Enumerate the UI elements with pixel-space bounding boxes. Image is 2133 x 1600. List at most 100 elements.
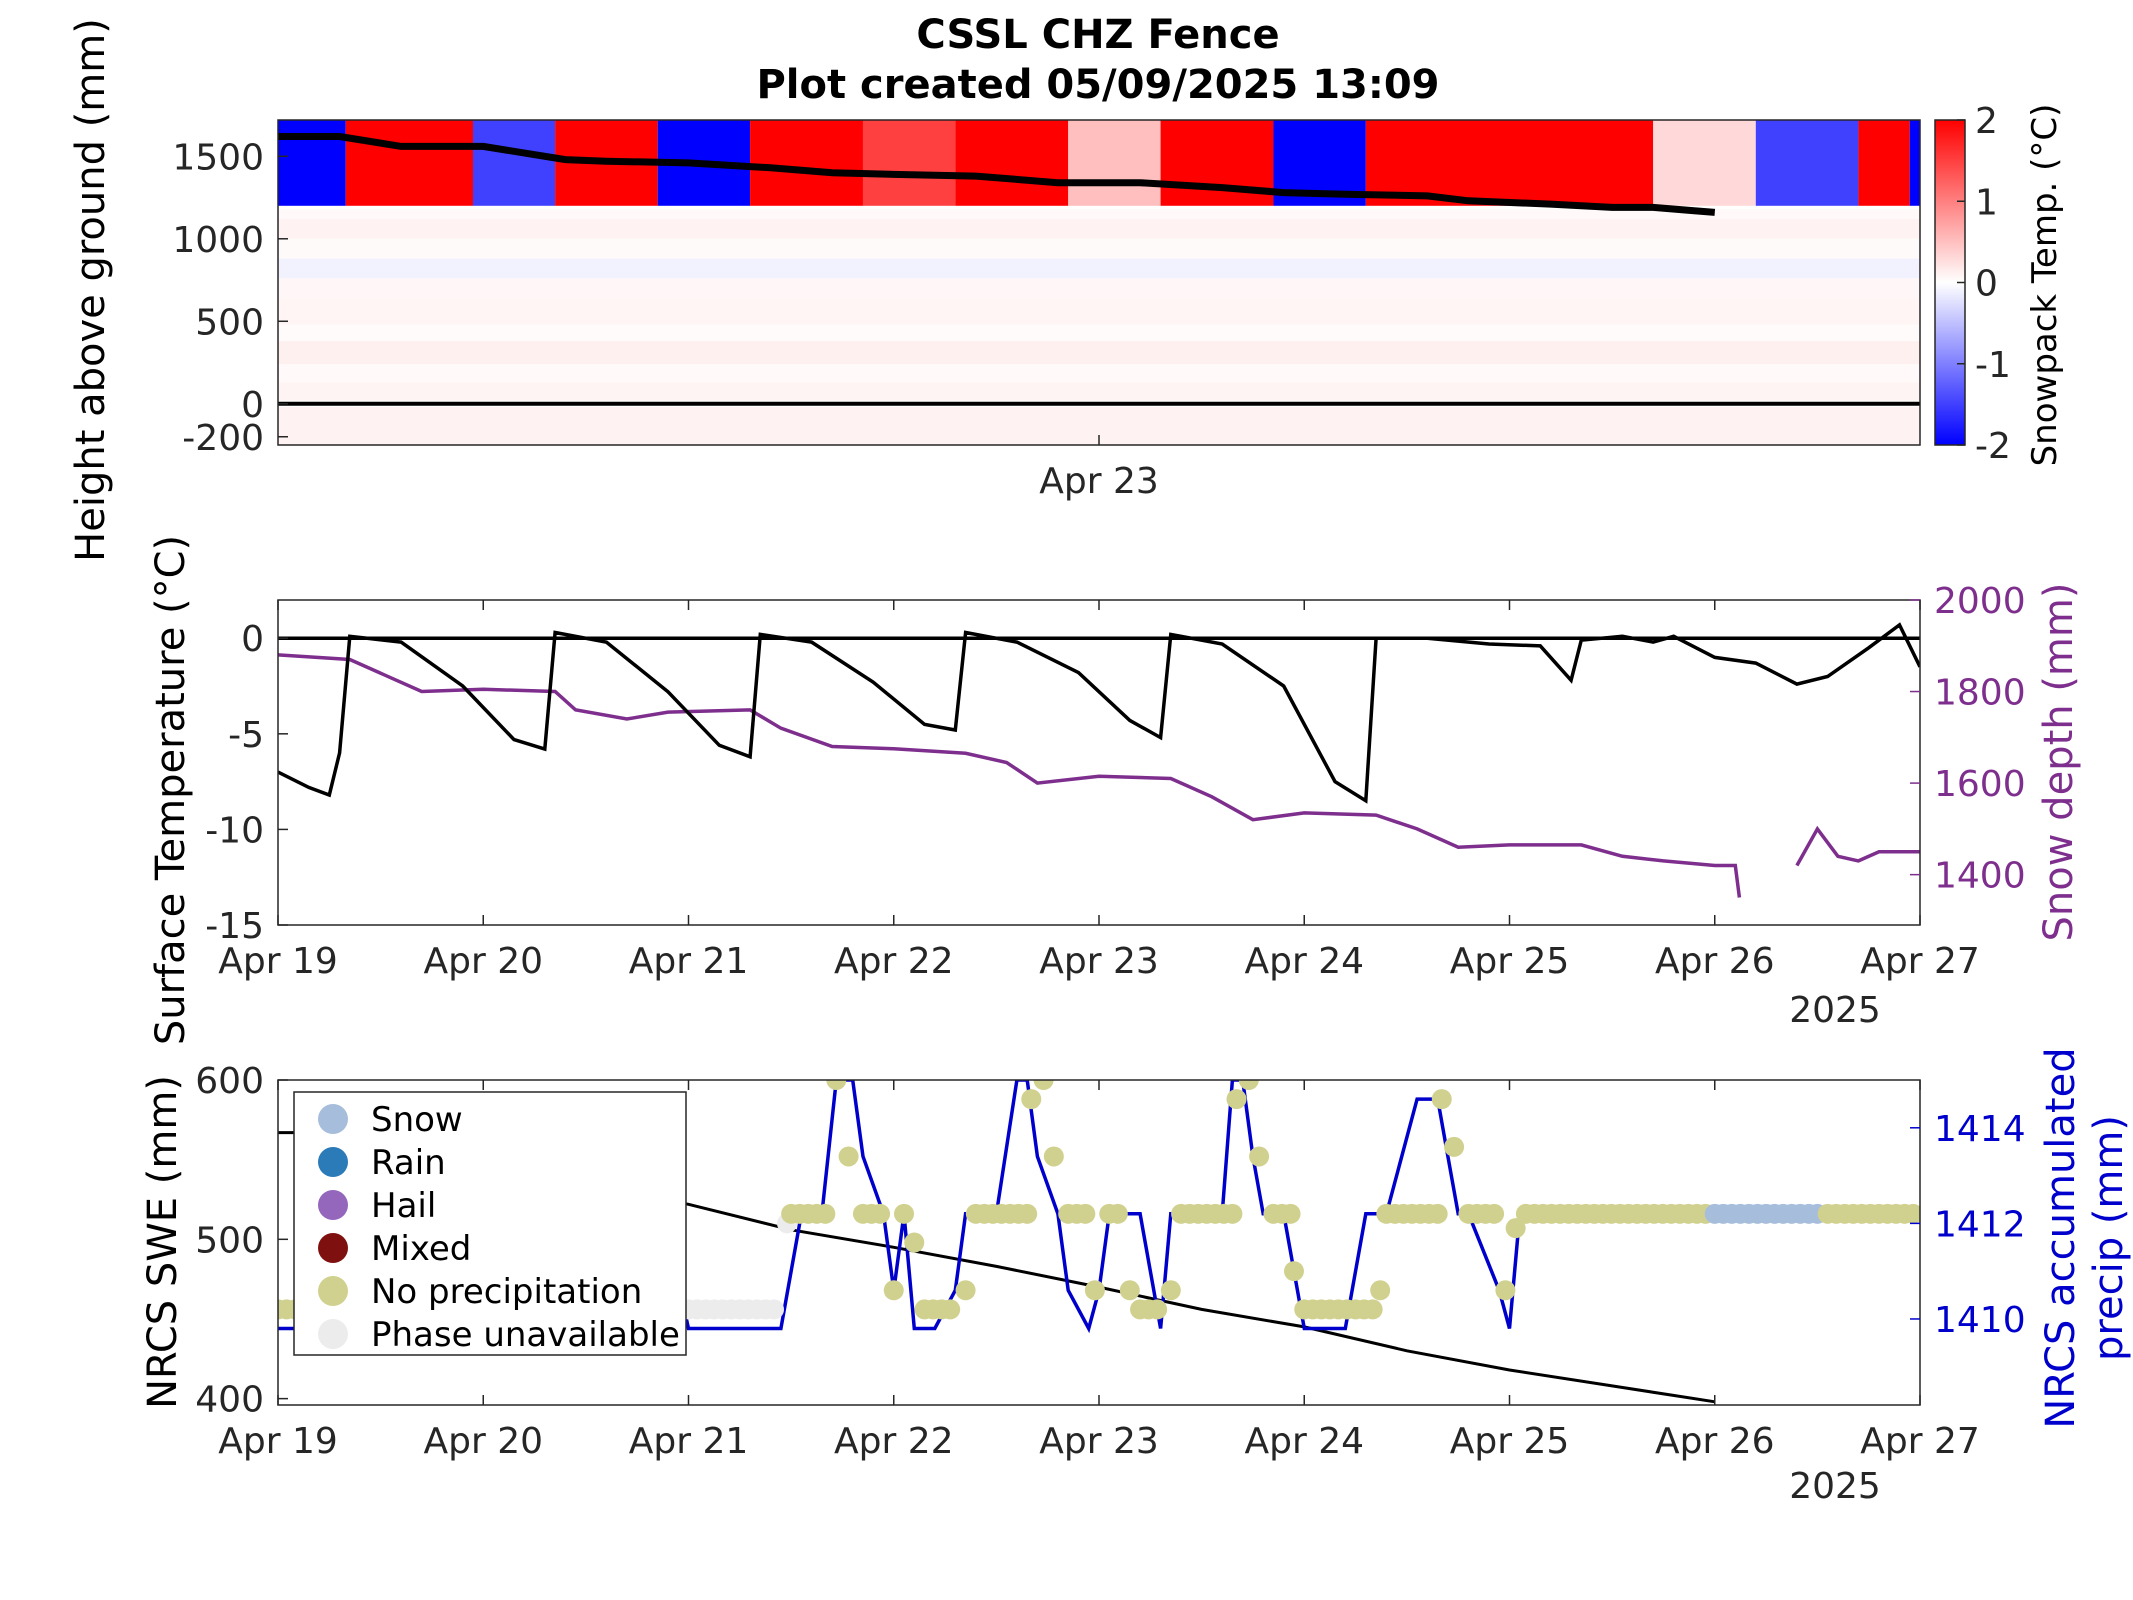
heatmap-band	[278, 298, 1920, 325]
x-tick-label: Apr 19	[218, 1421, 338, 1462]
phase-point	[1427, 1203, 1448, 1224]
colorbar-ticks: 2 1 0 -1 -2	[1957, 101, 2011, 467]
legend-swatch	[318, 1233, 348, 1263]
y2-tick-label: 1410	[1934, 1300, 2026, 1341]
phase-point	[1160, 1280, 1181, 1301]
heatmap-band	[278, 341, 1920, 365]
swe-y-ticks: 600 500 400	[195, 1061, 288, 1421]
heatmap-top-cell	[1909, 120, 1920, 206]
y-tick-label: 1000	[172, 220, 264, 261]
legend-label: No precipitation	[371, 1272, 642, 1312]
phase-point	[894, 1203, 915, 1224]
heatmap-top-cell	[345, 120, 473, 206]
phase-point	[764, 1299, 785, 1320]
phase-point	[883, 1280, 904, 1301]
x-tick-label: Apr 25	[1450, 1421, 1570, 1462]
phase-point	[1362, 1299, 1383, 1320]
y2-tick-label: 1400	[1934, 856, 2026, 897]
phase-point	[1283, 1261, 1304, 1282]
y2-tick-label: 1412	[1934, 1204, 2026, 1245]
precip-line	[278, 1080, 1920, 1334]
phase-point	[1238, 1080, 1259, 1090]
heatmap-band	[278, 364, 1920, 383]
phase-point	[1280, 1203, 1301, 1224]
phase-point	[1043, 1146, 1064, 1167]
legend-box	[293, 1091, 687, 1356]
y-tick-label: 0	[241, 619, 264, 660]
y-tick-label: 500	[195, 1220, 264, 1261]
x-tick-label: Apr 25	[1450, 941, 1570, 982]
nrcs-series	[278, 1080, 1920, 1404]
nrcs-panel: 600 500 400 1414 1412 1410 Apr 19 Apr 20 Apr 2…	[140, 1047, 2132, 1507]
surface-y-ticks: 0 -5 -10 -15	[205, 619, 288, 947]
heatmap-top-cell	[862, 120, 956, 206]
snowpack-y-axis-label: Height above ground (mm)	[68, 18, 114, 562]
x-tick-label: Apr 27	[1860, 941, 1980, 982]
phase-point	[904, 1232, 925, 1253]
nrcs-year-label: 2025	[1789, 1466, 1881, 1507]
phase-point	[940, 1299, 961, 1320]
chart-title: CSSL CHZ Fence	[916, 12, 1279, 58]
y-tick-label: -200	[182, 418, 264, 459]
phase-point	[1147, 1299, 1168, 1320]
y-tick-label: -5	[228, 715, 264, 756]
precip-y-ticks: 1414 1412 1410	[1910, 1109, 2026, 1341]
y2-tick-label: 2000	[1934, 581, 2026, 622]
snowpack-heatmap	[278, 209, 1920, 445]
x-tick-label: Apr 23	[1039, 461, 1159, 502]
y-tick-label: 0	[241, 385, 264, 426]
colorbar-tick-label: -2	[1975, 426, 2011, 467]
snowpack-x-ticks: Apr 23	[1039, 435, 1159, 502]
phase-point	[1119, 1280, 1140, 1301]
heatmap-top-cell	[472, 120, 556, 206]
phase-point	[1226, 1089, 1247, 1110]
x-tick-label: Apr 20	[423, 941, 543, 982]
snowpack-y-ticks: 1500 1000 500 0-200	[172, 137, 288, 459]
nrcs-x-ticks: Apr 19 Apr 20 Apr 21 Apr 22 Apr 23 Apr 24 Apr …	[218, 1080, 1980, 1462]
phase-point	[1249, 1146, 1270, 1167]
heatmap-top-cell	[1755, 120, 1859, 206]
heatmap-top-cell	[1653, 120, 1756, 206]
surface-temperature-line	[278, 622, 1920, 804]
phase-point	[815, 1203, 836, 1224]
y-tick-label: -10	[205, 810, 264, 851]
x-tick-label: Apr 20	[423, 1421, 543, 1462]
x-tick-label: Apr 21	[629, 941, 749, 982]
x-tick-label: Apr 19	[218, 941, 338, 982]
snow-depth-axis-label: Snow depth (mm)	[2036, 583, 2082, 942]
heatmap-top-cell	[1068, 120, 1161, 206]
y2-tick-label: 1800	[1934, 673, 2026, 714]
heatmap-band	[278, 278, 1920, 299]
legend-label: Mixed	[371, 1229, 471, 1269]
phase-point	[1370, 1280, 1391, 1301]
heatmap-band	[278, 324, 1920, 342]
colorbar-tick-label: 0	[1975, 264, 1998, 305]
legend-label: Snow	[371, 1100, 463, 1140]
legend-swatch	[318, 1147, 348, 1177]
colorbar-tick-label: -1	[1975, 345, 2011, 386]
phase-point	[1484, 1203, 1505, 1224]
y-tick-label: -15	[205, 906, 264, 947]
heatmap-band	[278, 382, 1920, 401]
y2-tick-label: 1414	[1934, 1109, 2026, 1150]
phase-point	[1033, 1080, 1054, 1090]
phase-point	[1903, 1203, 1920, 1224]
legend-label: Rain	[371, 1143, 446, 1183]
snow-surface-line	[278, 133, 1716, 216]
y-tick-label: 400	[195, 1380, 264, 1421]
snow-surface-path	[278, 133, 1716, 216]
surface-x-ticks: Apr 19 Apr 20 Apr 21 Apr 22 Apr 23 Apr 24 Apr …	[218, 600, 1980, 982]
phase-point	[1021, 1089, 1042, 1110]
x-tick-label: Apr 24	[1244, 1421, 1364, 1462]
heatmap-top-cell	[278, 120, 346, 206]
phase-point	[1222, 1203, 1243, 1224]
phase-point	[838, 1146, 859, 1167]
precip-axis-label-line2: precip (mm)	[2086, 1115, 2132, 1361]
legend-swatch	[318, 1319, 348, 1349]
x-tick-label: Apr 26	[1655, 941, 1775, 982]
phase-point	[1084, 1280, 1105, 1301]
